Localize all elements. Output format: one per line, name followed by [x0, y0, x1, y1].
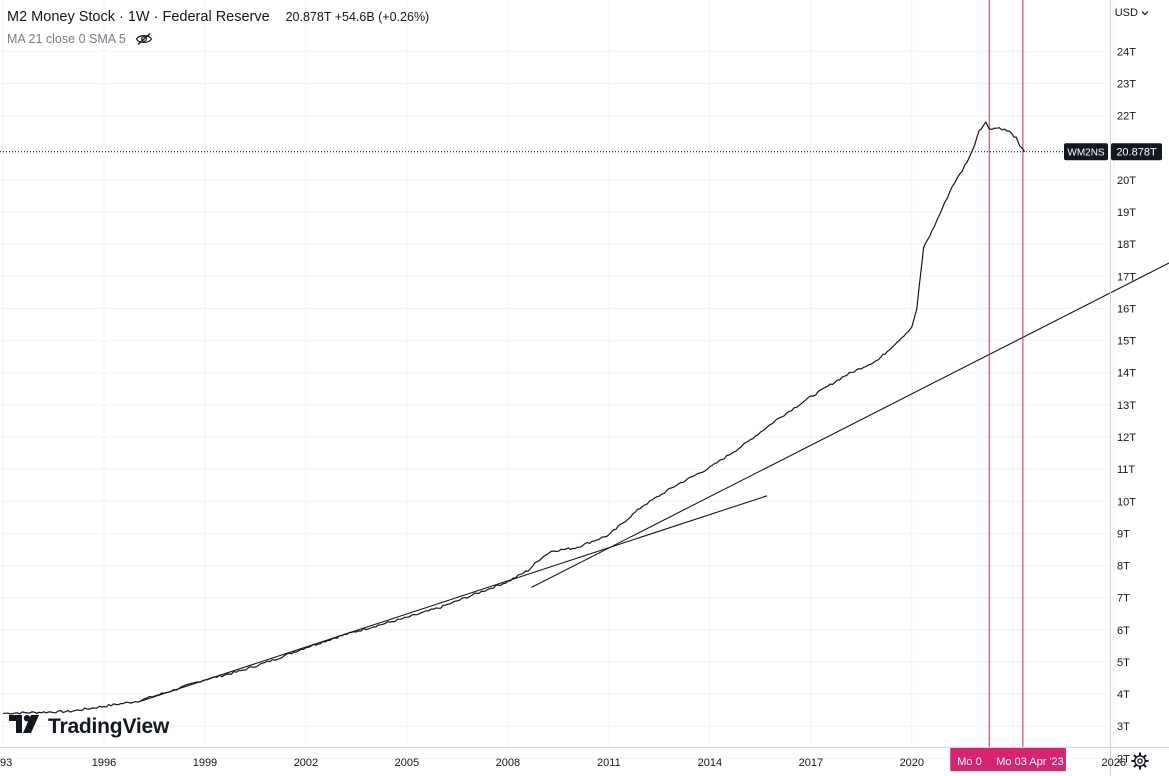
y-tick-label: 6T: [1117, 625, 1130, 637]
tradingview-logo-icon: [9, 714, 42, 739]
currency-label: USD: [1114, 7, 1138, 19]
y-tick-label: 15T: [1117, 336, 1136, 348]
indicator-legend[interactable]: MA 21 close 0 SMA 5: [7, 32, 153, 46]
trendline[interactable]: [531, 224, 1169, 588]
y-tick-label: 12T: [1117, 432, 1136, 444]
price-label: 20.878T: [1116, 147, 1157, 159]
y-tick-label: 24T: [1117, 46, 1136, 58]
y-tick-label: 16T: [1117, 303, 1136, 315]
currency-selector[interactable]: USD: [1115, 7, 1149, 19]
eye-off-icon[interactable]: [135, 32, 153, 46]
chevron-down-icon: [1141, 7, 1149, 19]
x-tick-label: 2014: [698, 757, 722, 769]
x-tick-label: 2005: [395, 757, 419, 769]
marker-labels: Mo 0 Mo 03 Apr '23: [950, 748, 1066, 771]
series-line-wm2ns: [3, 121, 1026, 715]
x-tick-label: 2017: [799, 757, 823, 769]
series-name-badge: [1064, 143, 1108, 161]
chart-grid: [0, 0, 1115, 759]
chart-legend: M2 Money Stock · 1W · Federal Reserve 20…: [7, 8, 429, 25]
marker-label-2: Mo 03 Apr '23: [996, 756, 1064, 768]
y-tick-label: 13T: [1117, 400, 1136, 412]
series-name-label: WM2NS: [1067, 148, 1105, 159]
y-tick-label: 5T: [1117, 657, 1130, 669]
y-tick-label: 10T: [1117, 496, 1136, 508]
marker-badge-1: [950, 748, 992, 771]
y-tick-label: 11T: [1117, 464, 1135, 476]
y-tick-label: 20T: [1117, 175, 1136, 187]
x-tick-label: 993: [0, 757, 12, 769]
marker-label-1: Mo 0: [957, 756, 981, 768]
x-tick-label: 1999: [193, 757, 217, 769]
y-tick-label: 7T: [1117, 593, 1130, 605]
x-tick-label: 2011: [597, 757, 621, 769]
y-tick-label: 4T: [1117, 689, 1130, 701]
tradingview-logo[interactable]: TradingView: [9, 714, 169, 739]
last-value-badge: WM2NS 20.878T: [1064, 143, 1162, 161]
y-tick-label: 3T: [1117, 721, 1130, 733]
symbol-values: 20.878T +54.6B (+0.26%): [285, 10, 430, 24]
x-tick-label: 2008: [496, 757, 520, 769]
logo-text: TradingView: [48, 714, 170, 738]
trendline[interactable]: [140, 495, 768, 702]
y-tick-label: 9T: [1117, 528, 1130, 540]
price-badge: [1111, 143, 1162, 161]
x-tick-label: 2026: [1102, 757, 1126, 769]
y-tick-label: 14T: [1117, 368, 1136, 380]
time-markers: [988, 0, 1024, 747]
y-tick-label: 22T: [1117, 111, 1136, 123]
y-tick-label: 18T: [1117, 239, 1136, 251]
x-tick-label: 1996: [92, 757, 116, 769]
time-axis[interactable]: 993 1996 1999 2002 2005 2008 2011 2014 2017 2020 2…: [0, 757, 1126, 769]
symbol-title[interactable]: M2 Money Stock · 1W · Federal Reserve: [7, 9, 270, 25]
y-tick-label: 8T: [1117, 561, 1130, 573]
x-tick-label: 2020: [900, 757, 924, 769]
marker-badge-2: [990, 748, 1066, 771]
y-tick-label: 17T: [1117, 271, 1136, 283]
y-tick-label: 2T: [1117, 753, 1130, 765]
x-tick-label: 2002: [294, 757, 318, 769]
y-tick-label: 23T: [1117, 79, 1136, 91]
trendlines: [140, 224, 1169, 702]
y-tick-label: 19T: [1117, 207, 1136, 219]
gear-icon[interactable]: [1131, 752, 1149, 770]
indicator-label: MA 21 close 0 SMA 5: [7, 32, 126, 46]
